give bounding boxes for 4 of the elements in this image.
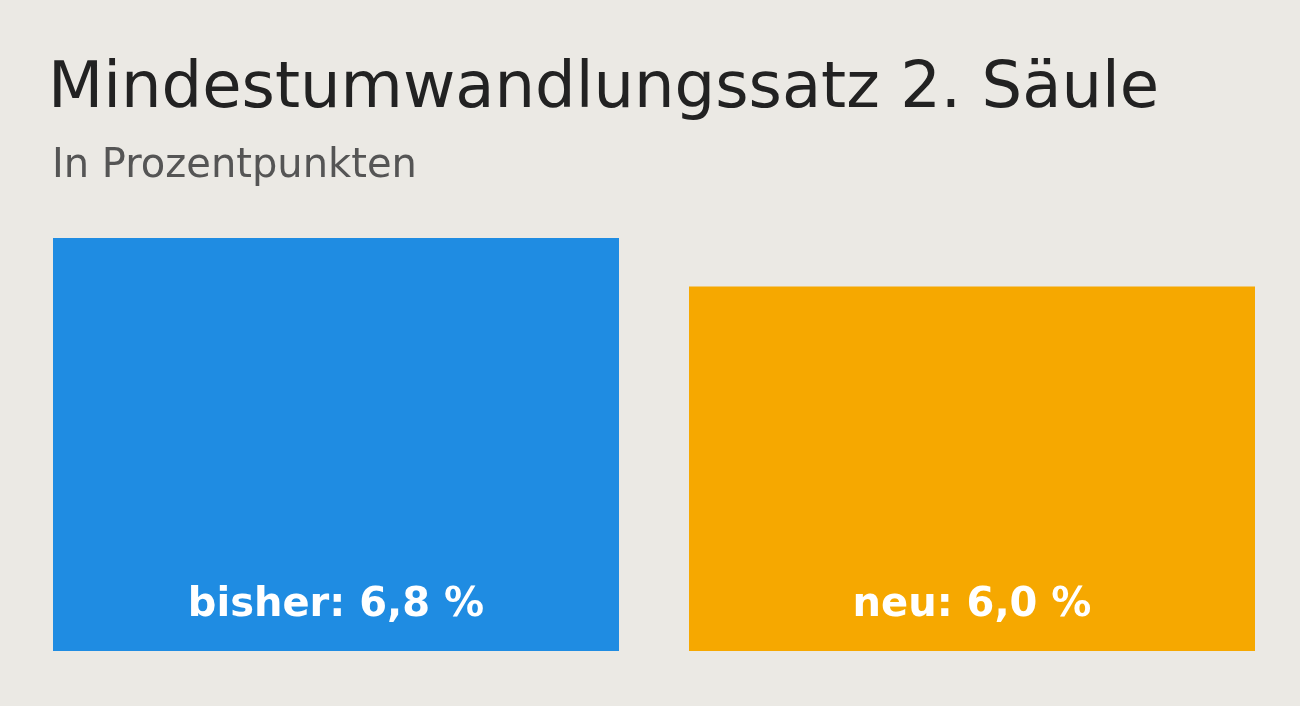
data-label: neu: 6,0 % xyxy=(852,579,1092,626)
chart-subtitle: In Prozentpunkten xyxy=(52,140,417,186)
data-label: bisher: 6,8 % xyxy=(187,579,485,626)
chart-title: Mindestumwandlungssatz 2. Säule xyxy=(48,48,1160,122)
